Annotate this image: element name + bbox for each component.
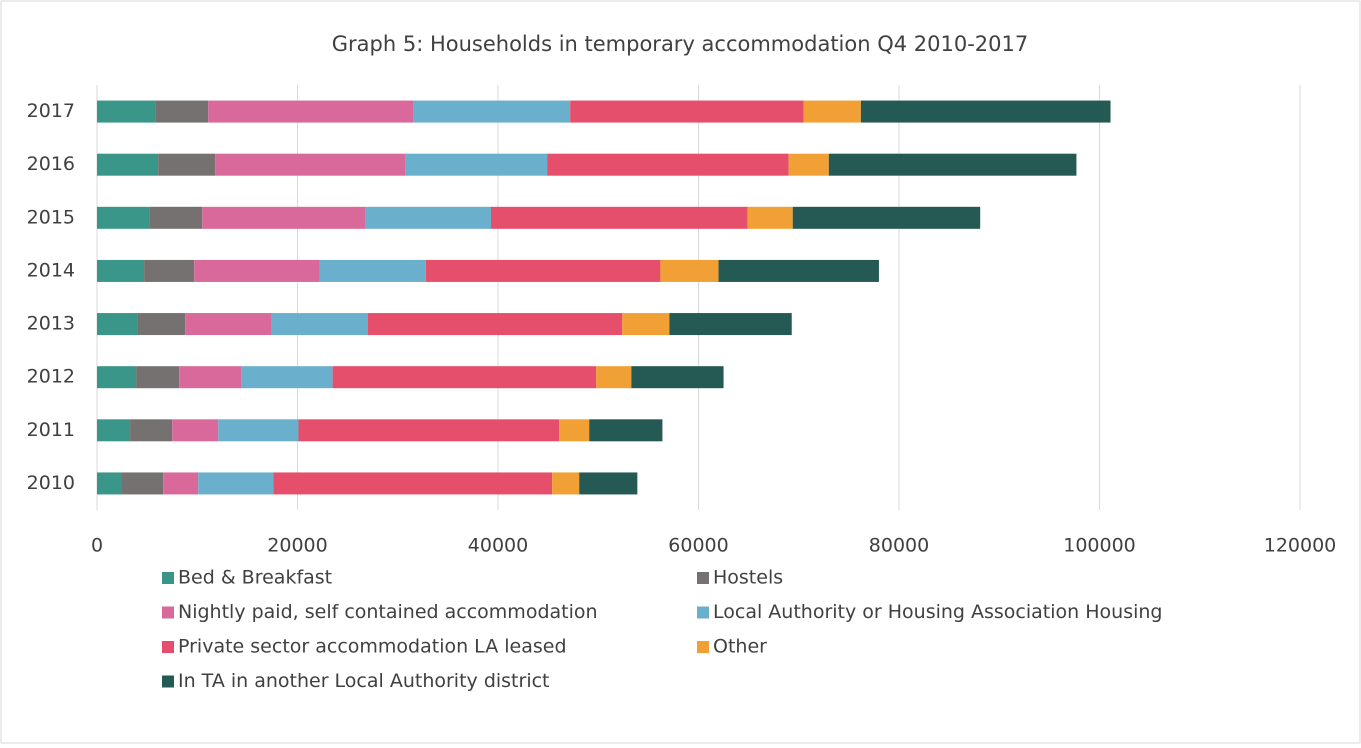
bar-segment	[273, 472, 553, 495]
bar-segment	[367, 313, 623, 336]
x-tick-label: 60000	[668, 535, 728, 557]
bar-segment	[747, 206, 793, 229]
x-tick-label: 20000	[267, 535, 327, 557]
bar-segment	[405, 153, 548, 176]
y-tick-label: 2010	[27, 472, 75, 494]
legend-swatch	[162, 641, 174, 653]
bar-segment	[547, 153, 789, 176]
bar-segment	[97, 366, 137, 389]
bar-segment	[589, 419, 663, 442]
bar-segment	[144, 259, 195, 282]
bar-segment	[718, 259, 879, 282]
bar-segment	[198, 472, 274, 495]
bar-segment	[155, 100, 209, 123]
bar-segment	[860, 100, 1111, 123]
bar-segment	[163, 472, 199, 495]
bar-segment	[158, 153, 216, 176]
bar-segment	[298, 419, 560, 442]
bar-segment	[319, 259, 426, 282]
bar-segment	[172, 419, 219, 442]
bar-segment	[332, 366, 597, 389]
y-tick-label: 2011	[27, 419, 75, 441]
x-tick-label: 40000	[468, 535, 528, 557]
legend-swatch	[162, 675, 174, 688]
bar-segment	[97, 259, 145, 282]
y-tick-label: 2015	[27, 206, 75, 228]
bar-segment	[121, 472, 164, 495]
bar-segment	[579, 472, 638, 495]
bar-segment	[425, 259, 661, 282]
x-tick-label: 80000	[869, 535, 929, 557]
legend-swatch	[162, 572, 174, 584]
legend-label: Other	[713, 636, 767, 658]
bar-segment	[179, 366, 242, 389]
bar-segment	[218, 419, 299, 442]
bar-segment	[136, 366, 180, 389]
bar-segment	[185, 313, 272, 336]
bar-segment	[792, 206, 981, 229]
bar-segment	[97, 206, 150, 229]
bar-segment	[413, 100, 571, 123]
bar-segment	[596, 366, 632, 389]
legend-label: Hostels	[713, 567, 783, 589]
chart-title: Graph 5: Households in temporary accommo…	[332, 32, 1029, 56]
y-tick-label: 2013	[27, 313, 75, 335]
bar-segment	[559, 419, 590, 442]
legend-swatch	[697, 572, 709, 584]
legend-label: Nightly paid, self contained accommodati…	[178, 601, 598, 623]
legend-label: Private sector accommodation LA leased	[178, 636, 567, 658]
legend-label: Bed & Breakfast	[178, 567, 332, 589]
bar-segment	[202, 206, 366, 229]
bar-segment	[570, 100, 804, 123]
bar-segment	[365, 206, 491, 229]
bar-segment	[97, 313, 138, 336]
bar-segment	[669, 313, 792, 336]
bar-segment	[194, 259, 320, 282]
bar-segment	[271, 313, 368, 336]
y-tick-label: 2012	[27, 366, 75, 388]
bar-segment	[241, 366, 333, 389]
legend-label: Local Authority or Housing Association H…	[713, 601, 1162, 623]
bar-segment	[490, 206, 748, 229]
x-tick-label: 100000	[1063, 535, 1136, 557]
bar-segment	[631, 366, 724, 389]
bar-segment	[803, 100, 861, 123]
bar-segment	[97, 153, 159, 176]
bar-segment	[552, 472, 580, 495]
bar-segment	[622, 313, 670, 336]
x-tick-label: 0	[91, 535, 103, 557]
bar-segment	[828, 153, 1077, 176]
bar-segment	[208, 100, 414, 123]
bar-segment	[788, 153, 829, 176]
x-tick-label: 120000	[1264, 535, 1337, 557]
legend-swatch	[697, 606, 709, 619]
bar-segment	[660, 259, 719, 282]
bar-segment	[137, 313, 186, 336]
bar-segment	[97, 419, 131, 442]
bar-segment	[97, 100, 156, 123]
legend-swatch	[697, 641, 709, 653]
bar-segment	[215, 153, 406, 176]
bar-segment	[97, 472, 122, 495]
y-tick-label: 2014	[27, 259, 75, 281]
legend-label: In TA in another Local Authority distric…	[178, 670, 550, 692]
bar-segment	[149, 206, 203, 229]
legend-swatch	[162, 606, 174, 619]
y-tick-label: 2016	[27, 153, 75, 175]
bar-segment	[130, 419, 173, 442]
y-tick-label: 2017	[27, 100, 75, 122]
